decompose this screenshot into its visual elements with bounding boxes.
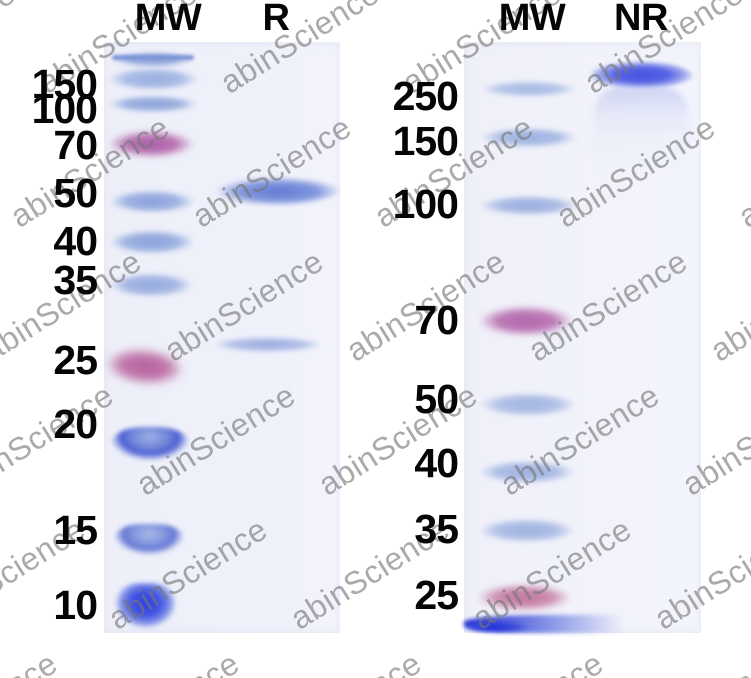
lane-label-reduced-mw: MW [134,0,202,39]
ladder-label-nonreduced-40: 40 [414,440,459,486]
band-reduced-ladder-150 [107,68,200,90]
lane-label-nonreduced-nr: NR [614,0,668,39]
ladder-label-nonreduced-150: 150 [392,118,459,164]
band-reduced-ladder-100 [107,95,199,113]
ladder-label-nonreduced-50: 50 [414,376,459,422]
band-nonreduced-ladder-50 [479,392,577,417]
band-nonreduced-dye-front-core [466,620,536,632]
band-reduced-ladder-25-pink [104,343,194,391]
ladder-label-reduced-40: 40 [53,218,98,264]
lane-label-reduced-r: R [262,0,290,39]
watermark-text: abinScience [438,645,610,678]
ladder-label-reduced-70: 70 [53,122,98,168]
band-reduced-ladder-70-pink [107,130,199,158]
band-nonreduced-ladder-35 [478,518,576,543]
band-reduced-ladder-10 [112,583,182,631]
band-nonreduced-ladder-150 [480,127,578,148]
band-nonreduced-ladder-250 [480,80,578,98]
ladder-label-nonreduced-35: 35 [414,506,459,552]
band-reduced-ladder-15 [114,524,184,558]
ladder-label-nonreduced-250: 250 [392,73,459,119]
ladder-label-reduced-10: 10 [53,582,98,628]
band-reduced-ladder-40 [108,230,196,254]
lane-label-nonreduced-mw: MW [498,0,566,39]
band-reduced-ladder-20 [112,427,188,463]
ladder-label-reduced-35: 35 [53,257,98,303]
ladder-label-reduced-50: 50 [53,170,98,216]
ladder-label-reduced-15: 15 [53,507,98,553]
band-nonreduced-ladder-100 [479,195,579,216]
watermark-text: abinScience [620,645,751,678]
watermark-text: abinScience [703,242,751,369]
band-reduced-ladder-250-line [112,55,194,60]
ladder-label-nonreduced-25: 25 [414,572,459,618]
ladder-label-nonreduced-100: 100 [392,181,459,227]
band-nonreduced-ladder-40 [478,460,576,484]
band-nonreduced-sample-main [590,61,693,90]
ladder-label-reduced-100: 100 [31,86,98,132]
ladder-label-reduced-20: 20 [53,401,98,447]
band-nonreduced-sample-smear [594,87,689,177]
gel-reduced [104,42,340,633]
band-nonreduced-ladder-25-pink [476,583,576,612]
watermark-text: abinScience [0,645,64,678]
band-reduced-ladder-35 [108,273,194,297]
band-reduced-sample-light [216,336,320,353]
watermark-text: abinScience [74,645,246,678]
band-reduced-ladder-50 [108,190,196,213]
band-reduced-sample-heavy [212,173,340,205]
gel-nonreduced [464,42,701,633]
band-nonreduced-ladder-70-pink [478,305,578,337]
ladder-label-nonreduced-70: 70 [414,297,459,343]
watermark-text: abinScience [256,645,428,678]
watermark-text: abinScience [731,108,751,235]
ladder-label-reduced-25: 25 [53,337,98,383]
ladder-label-reduced-150: 150 [31,61,98,107]
